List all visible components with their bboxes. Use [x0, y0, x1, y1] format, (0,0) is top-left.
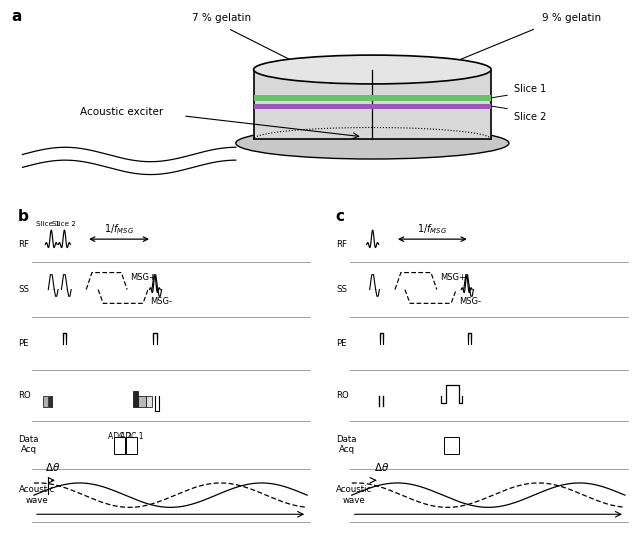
- Text: 7 % gelatin: 7 % gelatin: [192, 13, 251, 23]
- Text: a: a: [12, 9, 22, 24]
- Text: Data
Acq: Data Acq: [19, 435, 39, 454]
- Text: MSG+: MSG+: [130, 273, 156, 282]
- Text: Data
Acq: Data Acq: [336, 435, 357, 454]
- Text: PE: PE: [336, 339, 347, 348]
- Text: MSG-: MSG-: [150, 297, 173, 305]
- Bar: [114, 437, 125, 454]
- Text: Acoustic
wave: Acoustic wave: [336, 485, 372, 505]
- Bar: [49, 396, 52, 407]
- Text: RO: RO: [19, 391, 31, 400]
- Text: PE: PE: [19, 339, 29, 348]
- Text: SS: SS: [336, 285, 347, 294]
- Text: RF: RF: [19, 240, 30, 249]
- Bar: [444, 437, 459, 454]
- Text: Acoustic
wave: Acoustic wave: [19, 485, 55, 505]
- Text: $1/f_{MSG}$: $1/f_{MSG}$: [417, 221, 447, 235]
- Bar: [133, 392, 139, 407]
- Text: MSG-: MSG-: [458, 297, 481, 305]
- Text: MSG+: MSG+: [440, 273, 465, 282]
- Polygon shape: [254, 95, 491, 101]
- Text: $\Delta\theta$: $\Delta\theta$: [374, 461, 389, 473]
- Bar: [146, 396, 153, 407]
- Text: $1/f_{MSG}$: $1/f_{MSG}$: [104, 221, 134, 235]
- Text: Slice 2: Slice 2: [53, 221, 76, 227]
- Ellipse shape: [236, 127, 509, 159]
- Text: b: b: [17, 209, 28, 224]
- Text: RF: RF: [336, 240, 347, 249]
- Text: RO: RO: [336, 391, 349, 400]
- Bar: [139, 396, 146, 407]
- Text: ADC 1: ADC 1: [120, 432, 143, 441]
- Text: ADC 2: ADC 2: [108, 432, 132, 441]
- Text: $\Delta\theta$: $\Delta\theta$: [46, 461, 61, 473]
- Text: Slice 1: Slice 1: [37, 221, 60, 227]
- Text: SS: SS: [19, 285, 30, 294]
- Text: Slice 2: Slice 2: [514, 112, 546, 123]
- Ellipse shape: [254, 55, 491, 84]
- Text: 9 % gelatin: 9 % gelatin: [542, 13, 602, 23]
- Bar: [43, 396, 48, 407]
- Text: c: c: [335, 209, 344, 224]
- Polygon shape: [254, 70, 491, 139]
- Bar: [126, 437, 137, 454]
- Polygon shape: [254, 103, 491, 109]
- Text: Slice 1: Slice 1: [514, 84, 546, 94]
- Text: Acoustic exciter: Acoustic exciter: [80, 107, 164, 117]
